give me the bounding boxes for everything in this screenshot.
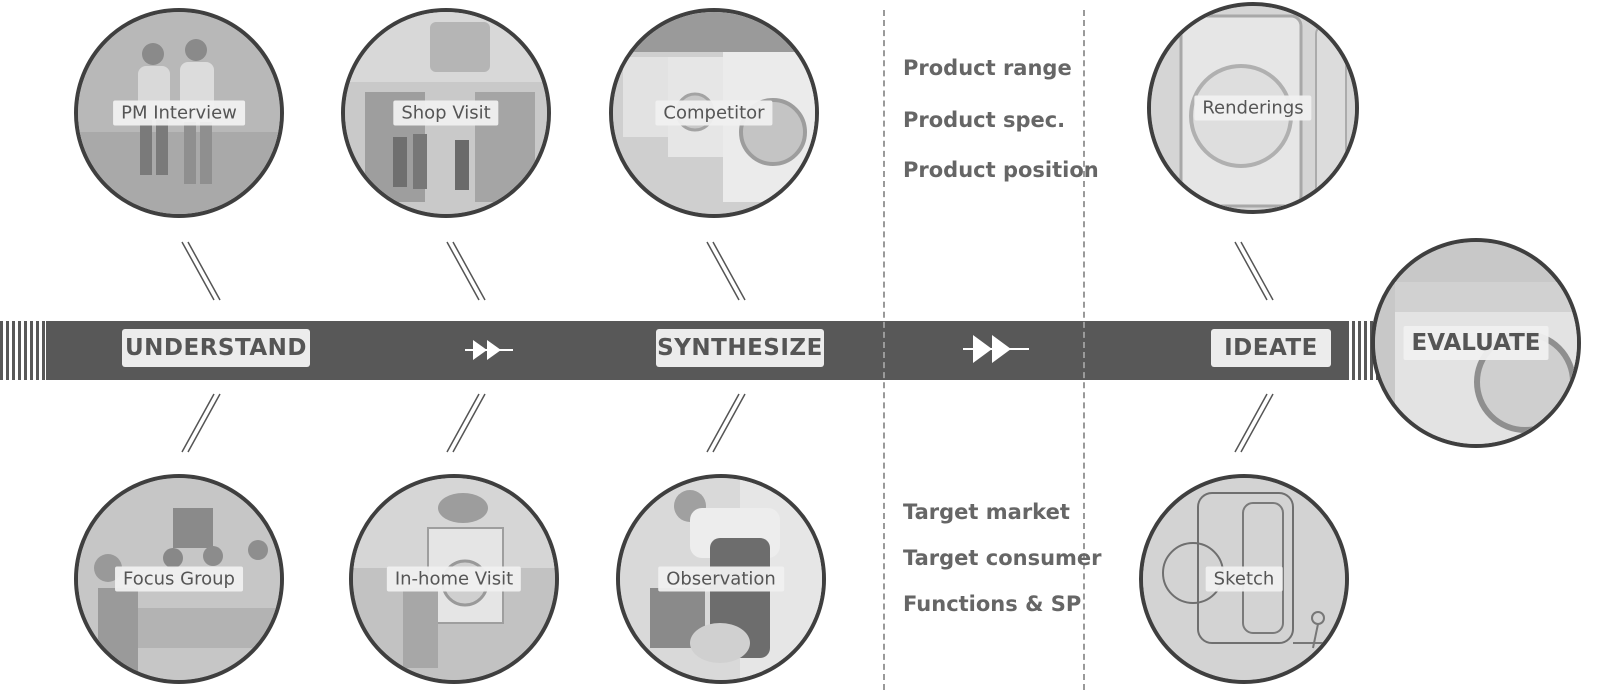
connector-focus-group: [181, 393, 221, 453]
output-product-spec: Product spec.: [903, 108, 1066, 132]
photo-sketch: Sketch: [1139, 474, 1349, 684]
connector-sketch: [1234, 393, 1274, 453]
double-arrow-icon: [963, 335, 1029, 363]
photo-competitor: Competitor: [609, 8, 819, 218]
stage-evaluate: EVALUATE: [1403, 326, 1549, 360]
photo-observation: Observation: [616, 474, 826, 684]
label-shop-visit: Shop Visit: [393, 100, 499, 126]
label-inhome-visit: In-home Visit: [386, 566, 522, 592]
connector-inhome-visit: [446, 393, 486, 453]
output-target-consumer: Target consumer: [903, 546, 1102, 570]
connector-observation: [706, 393, 746, 453]
label-renderings: Renderings: [1194, 95, 1312, 121]
label-pm-interview: PM Interview: [113, 100, 245, 126]
output-product-position: Product position: [903, 158, 1099, 182]
photo-shop-visit: Shop Visit: [341, 8, 551, 218]
output-functions-sp: Functions & SP: [903, 592, 1082, 616]
photo-pm-interview: PM Interview: [74, 8, 284, 218]
photo-inhome-visit: In-home Visit: [349, 474, 559, 684]
label-focus-group: Focus Group: [115, 566, 243, 592]
output-product-range: Product range: [903, 56, 1072, 80]
photo-focus-group: Focus Group: [74, 474, 284, 684]
connector-shop-visit: [446, 241, 486, 301]
output-target-market: Target market: [903, 500, 1070, 524]
photo-evaluate: EVALUATE: [1371, 238, 1581, 448]
connector-competitor: [706, 241, 746, 301]
stage-understand: UNDERSTAND: [122, 329, 310, 367]
connector-renderings: [1234, 241, 1274, 301]
label-sketch: Sketch: [1205, 566, 1283, 592]
connector-pm-interview: [181, 241, 221, 301]
divider-right: [1083, 10, 1085, 690]
double-arrow-icon: [465, 340, 513, 360]
label-competitor: Competitor: [655, 100, 773, 126]
divider-left: [883, 10, 885, 690]
photo-renderings: Renderings: [1147, 2, 1359, 214]
timeline-hatch-left: [0, 321, 46, 380]
stage-synthesize: SYNTHESIZE: [656, 329, 824, 367]
label-observation: Observation: [658, 566, 784, 592]
stage-ideate: IDEATE: [1211, 329, 1331, 367]
